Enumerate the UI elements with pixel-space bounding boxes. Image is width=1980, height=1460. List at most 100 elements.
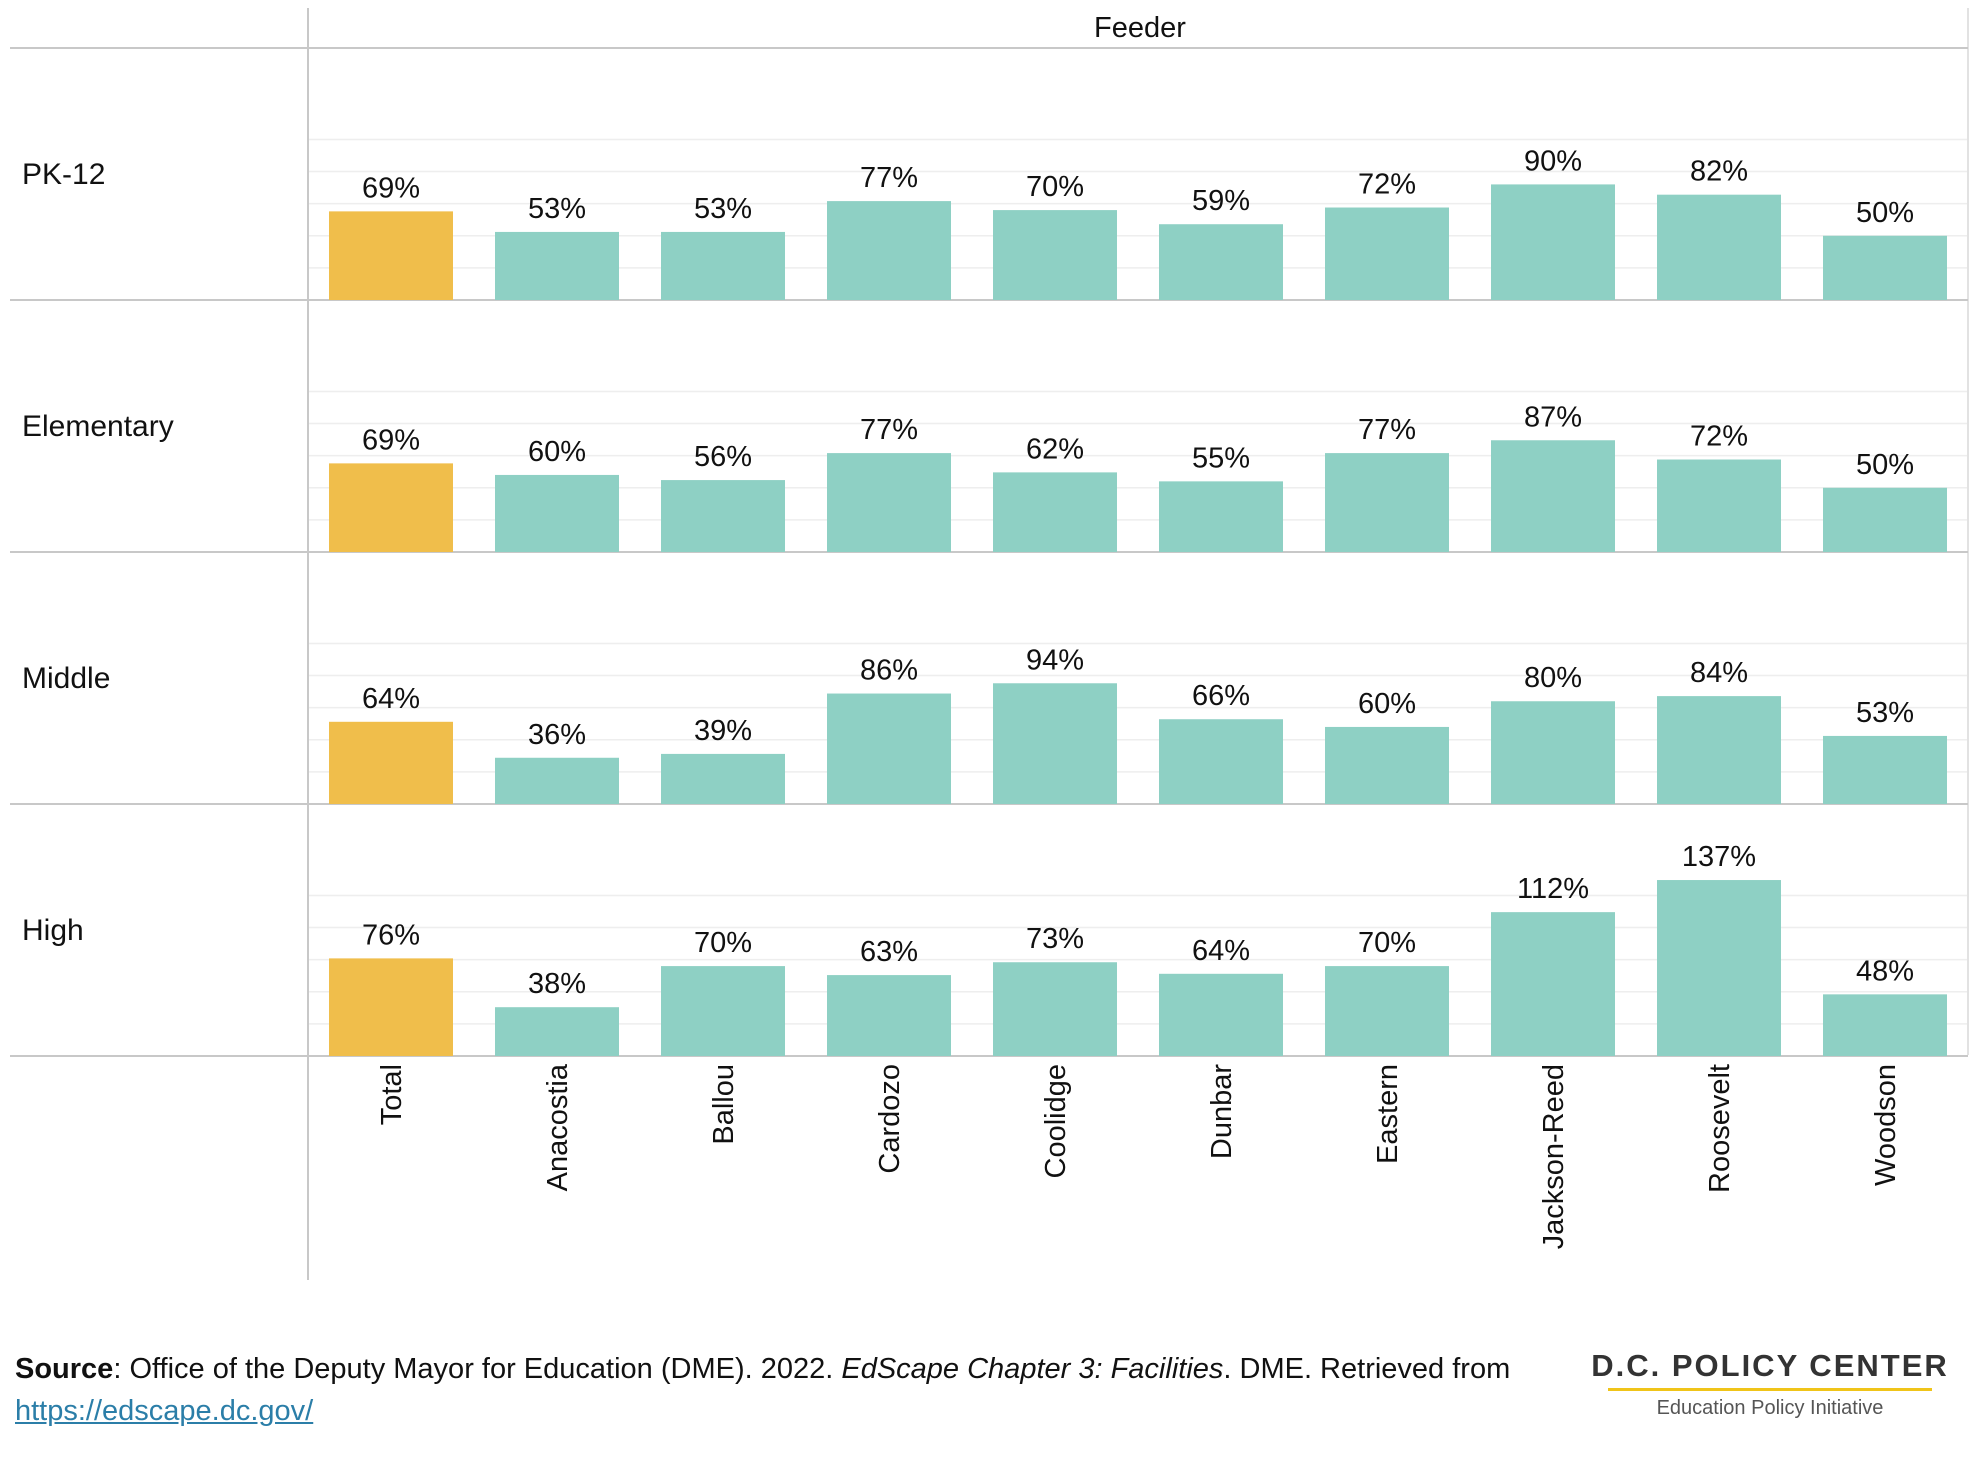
bar-roosevelt (1657, 194, 1781, 300)
x-label-eastern: Eastern (1372, 1064, 1404, 1164)
bar-ballou (661, 480, 785, 552)
bar-anacostia (495, 474, 619, 552)
value-label: 84% (1690, 657, 1748, 689)
bar-roosevelt (1657, 880, 1781, 1056)
logo-title: D.C. POLICY CENTER (1591, 1348, 1949, 1383)
value-label: 60% (528, 436, 586, 468)
x-label-cardozo: Cardozo (874, 1064, 906, 1174)
value-label: 77% (1358, 414, 1416, 446)
x-label-coolidge: Coolidge (1040, 1064, 1072, 1178)
bar-jackson-reed (1491, 701, 1615, 804)
value-label: 63% (860, 936, 918, 968)
value-label: 62% (1026, 433, 1084, 465)
bar-eastern (1325, 453, 1449, 552)
bar-ballou (661, 966, 785, 1056)
value-label: 112% (1517, 873, 1589, 905)
bar-jackson-reed (1491, 912, 1615, 1056)
bar-total (329, 211, 453, 300)
bar-cardozo (827, 693, 951, 804)
bar-roosevelt (1657, 459, 1781, 552)
value-label: 39% (694, 715, 752, 747)
value-label: 69% (362, 172, 420, 204)
bar-coolidge (993, 962, 1117, 1056)
chart: Feeder PK-12 Elementary Middle High 69% 53% 5… (10, 8, 1969, 1280)
bar-cardozo (827, 975, 951, 1056)
value-label: 55% (1192, 442, 1250, 474)
bar-dunbar (1159, 481, 1283, 552)
value-label: 72% (1358, 169, 1416, 201)
value-label: 66% (1192, 680, 1250, 712)
source-label: Source (15, 1353, 114, 1385)
value-label: 36% (528, 719, 586, 751)
value-label: 48% (1856, 955, 1914, 987)
bar-coolidge (993, 472, 1117, 552)
bar-jackson-reed (1491, 440, 1615, 552)
bar-total (329, 958, 453, 1056)
value-label: 69% (362, 424, 420, 456)
row-label-middle: Middle (22, 662, 110, 695)
value-label: 87% (1524, 401, 1582, 433)
row-label-high: High (22, 914, 84, 947)
value-label: 53% (694, 193, 752, 225)
value-label: 90% (1524, 145, 1582, 177)
x-label-roosevelt: Roosevelt (1704, 1064, 1736, 1193)
value-label: 77% (860, 414, 918, 446)
source-text-1: : Office of the Deputy Mayor for Educati… (113, 1353, 842, 1385)
bar-total (329, 721, 453, 804)
value-label: 60% (1358, 688, 1416, 720)
column-header: Feeder (1094, 12, 1186, 44)
bar-woodson (1823, 735, 1947, 804)
value-label: 77% (860, 162, 918, 194)
bar-dunbar (1159, 973, 1283, 1056)
bar-ballou (661, 753, 785, 804)
bar-jackson-reed (1491, 184, 1615, 300)
value-label: 72% (1690, 421, 1748, 453)
bar-ballou (661, 231, 785, 300)
value-label: 76% (362, 919, 420, 951)
value-label: 38% (528, 968, 586, 1000)
row-label-pk-12: PK-12 (22, 158, 105, 191)
logo-subtitle: Education Policy Initiative (1656, 1397, 1884, 1419)
x-label-total: Total (376, 1064, 408, 1125)
bar-cardozo (827, 201, 951, 300)
x-label-jackson-reed: Jackson-Reed (1538, 1064, 1570, 1249)
value-label: 59% (1192, 185, 1250, 217)
value-label: 137% (1682, 841, 1756, 873)
value-label: 70% (694, 927, 752, 959)
value-label: 70% (1358, 927, 1416, 959)
value-label: 64% (1192, 935, 1250, 967)
value-label: 70% (1026, 171, 1084, 203)
value-label: 56% (694, 441, 752, 473)
source-link[interactable]: https://edscape.dc.gov/ (15, 1395, 314, 1427)
bar-anacostia (495, 231, 619, 300)
value-label: 53% (528, 193, 586, 225)
bar-eastern (1325, 207, 1449, 300)
source-title: EdScape Chapter 3: Facilities (841, 1353, 1224, 1385)
value-label: 73% (1026, 923, 1084, 955)
x-label-anacostia: Anacostia (542, 1063, 574, 1191)
source-text-2: . DME. Retrieved from (1223, 1353, 1511, 1385)
logo-rule (1608, 1388, 1932, 1391)
logo: D.C. POLICY CENTER Education Policy Init… (1590, 1348, 1950, 1420)
value-label: 80% (1524, 662, 1582, 694)
bar-dunbar (1159, 719, 1283, 804)
bar-woodson (1823, 235, 1947, 300)
source-note: Source: Office of the Deputy Mayor for E… (15, 1348, 1575, 1432)
value-label: 64% (362, 683, 420, 715)
x-label-ballou: Ballou (708, 1064, 740, 1145)
values-layer: 69% 53% 53% 77% 70% 59% 72% 90% 82% 50% 69% 60% 56% 7… (362, 145, 1914, 1000)
bar-coolidge (993, 210, 1117, 300)
value-label: 94% (1026, 644, 1084, 676)
value-label: 82% (1690, 156, 1748, 188)
bar-cardozo (827, 453, 951, 552)
bar-roosevelt (1657, 696, 1781, 804)
value-label: 50% (1856, 197, 1914, 229)
bar-woodson (1823, 487, 1947, 552)
row-labels: PK-12 Elementary Middle High (22, 158, 174, 947)
bar-anacostia (495, 1007, 619, 1056)
bar-eastern (1325, 726, 1449, 804)
row-label-elementary: Elementary (22, 410, 174, 443)
x-label-dunbar: Dunbar (1206, 1064, 1238, 1159)
bar-anacostia (495, 757, 619, 804)
bar-woodson (1823, 994, 1947, 1056)
